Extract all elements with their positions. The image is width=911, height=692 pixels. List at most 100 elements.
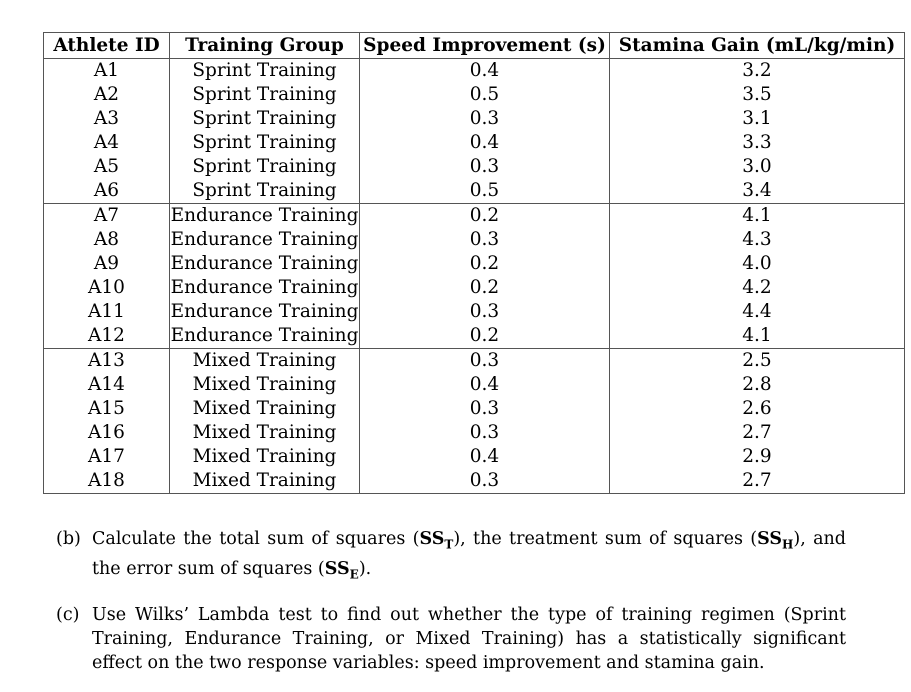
cell-athlete-id: A15 (43, 397, 170, 421)
table-row: A16 Mixed Training 0.3 2.7 (43, 421, 905, 445)
cell-training-group: Mixed Training (169, 421, 360, 445)
cell-training-group: Endurance Training (169, 300, 360, 324)
cell-stamina-gain: 3.5 (609, 83, 905, 107)
athlete-data-table: Athlete ID Training Group Speed Improvem… (43, 32, 905, 494)
table-row: A4 Sprint Training 0.4 3.3 (43, 131, 905, 155)
table-row: A3 Sprint Training 0.3 3.1 (43, 107, 905, 131)
header-stamina-gain: Stamina Gain (mL/kg/min) (609, 32, 905, 59)
cell-stamina-gain: 2.9 (609, 445, 905, 469)
cell-training-group: Sprint Training (169, 83, 360, 107)
table-row: A9 Endurance Training 0.2 4.0 (43, 252, 905, 276)
cell-stamina-gain: 4.3 (609, 228, 905, 252)
ss-total-sub: T (444, 537, 454, 552)
cell-training-group: Mixed Training (169, 445, 360, 469)
question-b-part1: Calculate the total sum of squares ( (92, 529, 420, 549)
cell-athlete-id: A5 (43, 155, 170, 179)
cell-speed-improvement: 0.3 (359, 469, 610, 494)
table-row: A10 Endurance Training 0.2 4.2 (43, 276, 905, 300)
table-row: A13 Mixed Training 0.3 2.5 (43, 348, 905, 373)
cell-athlete-id: A9 (43, 252, 170, 276)
cell-athlete-id: A14 (43, 373, 170, 397)
cell-training-group: Mixed Training (169, 397, 360, 421)
cell-training-group: Endurance Training (169, 252, 360, 276)
cell-stamina-gain: 3.2 (609, 58, 905, 83)
questions: (b) Calculate the total sum of squares (… (56, 527, 846, 692)
cell-speed-improvement: 0.3 (359, 228, 610, 252)
cell-athlete-id: A6 (43, 179, 170, 204)
cell-training-group: Mixed Training (169, 348, 360, 373)
cell-athlete-id: A4 (43, 131, 170, 155)
cell-speed-improvement: 0.2 (359, 324, 610, 349)
cell-athlete-id: A7 (43, 203, 170, 228)
ss-error-symbol: SSE (324, 558, 359, 582)
cell-training-group: Sprint Training (169, 155, 360, 179)
table-body: A1 Sprint Training 0.4 3.2 A2 Sprint Training… (43, 58, 905, 494)
cell-athlete-id: A16 (43, 421, 170, 445)
cell-athlete-id: A17 (43, 445, 170, 469)
cell-speed-improvement: 0.4 (359, 58, 610, 83)
cell-speed-improvement: 0.2 (359, 252, 610, 276)
header-training-group: Training Group (169, 32, 360, 59)
cell-speed-improvement: 0.3 (359, 155, 610, 179)
ss-error-base: SS (324, 558, 350, 579)
cell-stamina-gain: 2.8 (609, 373, 905, 397)
cell-athlete-id: A2 (43, 83, 170, 107)
table-header-row: Athlete ID Training Group Speed Improvem… (43, 32, 905, 59)
table-row: A8 Endurance Training 0.3 4.3 (43, 228, 905, 252)
ss-total-base: SS (419, 529, 445, 549)
table-row: A1 Sprint Training 0.4 3.2 (43, 58, 905, 83)
cell-speed-improvement: 0.4 (359, 445, 610, 469)
cell-athlete-id: A10 (43, 276, 170, 300)
ss-treatment-sub: H (782, 537, 794, 552)
cell-stamina-gain: 3.1 (609, 107, 905, 131)
cell-speed-improvement: 0.5 (359, 83, 610, 107)
question-b-part2: ), the treatment sum of squares ( (453, 529, 758, 549)
cell-stamina-gain: 2.5 (609, 348, 905, 373)
question-c-label: (c) (56, 605, 80, 625)
cell-speed-improvement: 0.2 (359, 276, 610, 300)
table-row: A17 Mixed Training 0.4 2.9 (43, 445, 905, 469)
cell-training-group: Sprint Training (169, 58, 360, 83)
cell-training-group: Endurance Training (169, 276, 360, 300)
table-row: A14 Mixed Training 0.4 2.8 (43, 373, 905, 397)
cell-training-group: Sprint Training (169, 107, 360, 131)
header-athlete-id: Athlete ID (43, 32, 170, 59)
cell-training-group: Endurance Training (169, 324, 360, 349)
table-row: A2 Sprint Training 0.5 3.5 (43, 83, 905, 107)
cell-athlete-id: A12 (43, 324, 170, 349)
cell-athlete-id: A13 (43, 348, 170, 373)
cell-stamina-gain: 4.4 (609, 300, 905, 324)
cell-athlete-id: A1 (43, 58, 170, 83)
question-b-label: (b) (56, 529, 81, 549)
table-row: A15 Mixed Training 0.3 2.6 (43, 397, 905, 421)
cell-stamina-gain: 3.0 (609, 155, 905, 179)
cell-stamina-gain: 4.0 (609, 252, 905, 276)
ss-treatment-base: SS (757, 529, 783, 549)
question-c: (c) Use Wilks’ Lambda test to find out w… (56, 603, 846, 675)
table-row: A6 Sprint Training 0.5 3.4 (43, 179, 905, 204)
table-row: A12 Endurance Training 0.2 4.1 (43, 324, 905, 349)
cell-training-group: Sprint Training (169, 131, 360, 155)
table-row: A11 Endurance Training 0.3 4.4 (43, 300, 905, 324)
ss-treatment-symbol: SSH (757, 529, 794, 552)
question-b-text: Calculate the total sum of squares (SST)… (92, 527, 846, 586)
cell-stamina-gain: 2.7 (609, 469, 905, 494)
cell-speed-improvement: 0.3 (359, 397, 610, 421)
question-b-part3: ), and the error sum of squares ( (92, 529, 847, 579)
ss-total-symbol: SST (419, 529, 454, 552)
question-b-part4: ). (358, 558, 372, 579)
cell-speed-improvement: 0.2 (359, 203, 610, 228)
cell-stamina-gain: 2.7 (609, 421, 905, 445)
cell-speed-improvement: 0.3 (359, 421, 610, 445)
cell-athlete-id: A8 (43, 228, 170, 252)
cell-speed-improvement: 0.3 (359, 348, 610, 373)
cell-training-group: Sprint Training (169, 179, 360, 204)
table-row: A18 Mixed Training 0.3 2.7 (43, 469, 905, 494)
cell-training-group: Mixed Training (169, 373, 360, 397)
ss-error-sub: E (349, 567, 359, 581)
cell-stamina-gain: 4.2 (609, 276, 905, 300)
cell-stamina-gain: 2.6 (609, 397, 905, 421)
cell-speed-improvement: 0.3 (359, 300, 610, 324)
cell-athlete-id: A18 (43, 469, 170, 494)
question-c-text: Use Wilks’ Lambda test to find out wheth… (92, 605, 846, 673)
